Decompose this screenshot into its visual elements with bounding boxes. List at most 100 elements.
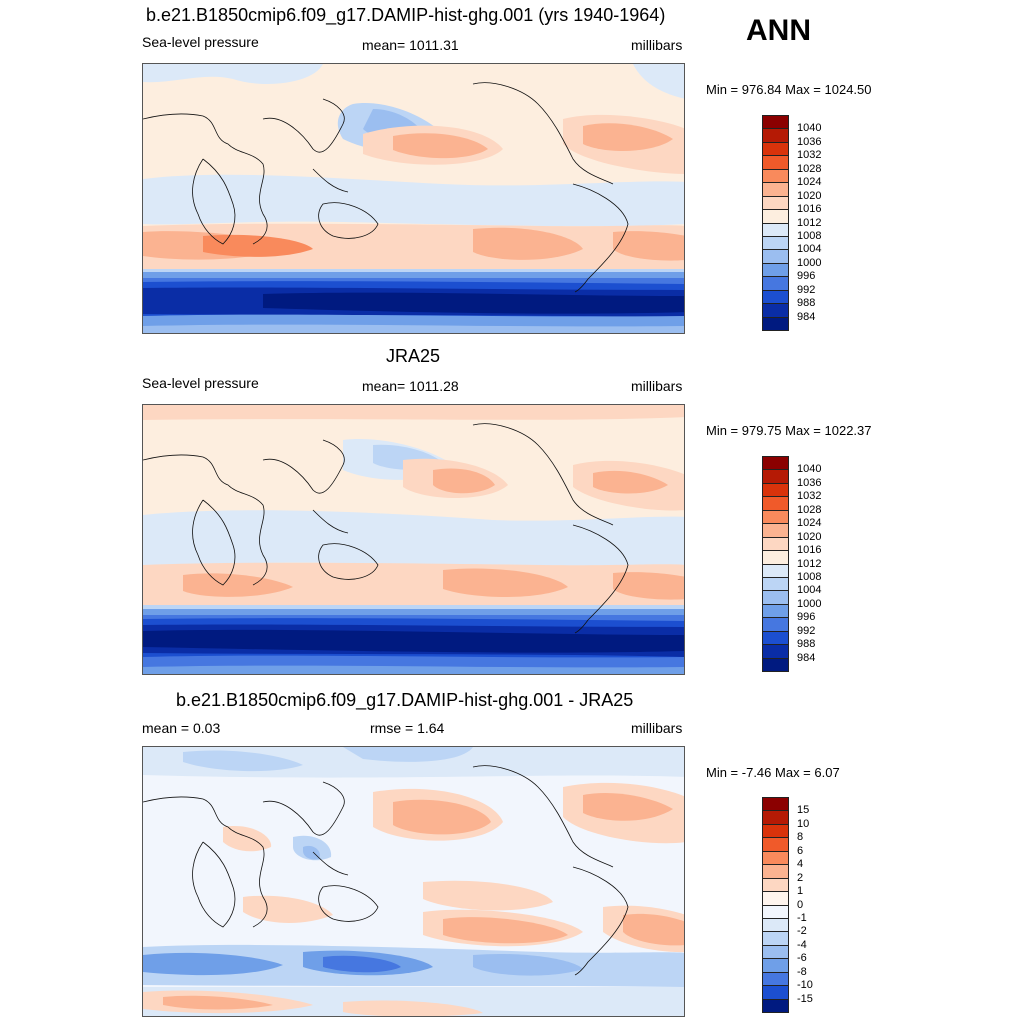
colorbar-level-label: -6: [797, 952, 807, 965]
colorbar-segment: [762, 469, 789, 484]
colorbar-level-label: 1028: [797, 162, 822, 175]
colorbar-level-label: 984: [797, 310, 816, 323]
panel-obs-mean: mean= 1011.28: [362, 378, 459, 394]
colorbar-level-label: 8: [797, 831, 804, 844]
colorbar-level-label: 1040: [797, 463, 822, 476]
colorbar-segment: [762, 235, 789, 251]
colorbar-segment: [762, 904, 789, 919]
colorbar-level-label: 1020: [797, 530, 822, 543]
colorbar-level-label: 1032: [797, 149, 822, 162]
colorbar-level-label: 1012: [797, 557, 822, 570]
colorbar-segment: [762, 810, 789, 825]
colorbar-segment: [762, 115, 789, 130]
colorbar-segment: [762, 864, 789, 879]
panel-diff-map: [142, 746, 685, 1017]
panel-diff-minmax: Min = -7.46 Max = 6.07: [706, 765, 840, 780]
colorbar-segment: [762, 141, 789, 157]
colorbar-level-label: 1: [797, 885, 804, 898]
colorbar-level-label: 1008: [797, 229, 822, 242]
colorbar-level-label: -4: [797, 938, 807, 951]
colorbar-level-label: 1008: [797, 570, 822, 583]
colorbar-segment: [762, 316, 789, 331]
colorbar-segment: [762, 222, 789, 237]
panel-diff-title: b.e21.B1850cmip6.f09_g17.DAMIP-hist-ghg.…: [176, 690, 634, 710]
colorbar-level-label: -1: [797, 911, 807, 924]
colorbar-level-label: 1012: [797, 216, 822, 229]
colorbar-level-label: 0: [797, 898, 804, 911]
panel-model-map: [142, 63, 685, 334]
colorbar-level-label: 1024: [797, 176, 822, 189]
panel-diff-units: millibars: [631, 720, 683, 736]
colorbar-level-label: 996: [797, 611, 816, 624]
colorbar-segment: [762, 128, 789, 143]
panel-model-colorbar: 1040 1036 1032 1028 1024 1020 1016 1012 1008 1004…: [762, 115, 821, 331]
colorbar-level-label: 992: [797, 624, 816, 637]
colorbar-level-label: 988: [797, 638, 816, 651]
panel-model-mean: mean= 1011.31: [362, 37, 459, 53]
colorbar-level-label: 996: [797, 270, 816, 283]
colorbar-level-label: 15: [797, 804, 810, 817]
colorbar-segment: [762, 958, 789, 973]
colorbar-level-label: 1004: [797, 243, 822, 256]
colorbar-level-label: 6: [797, 844, 804, 857]
colorbar-segment: [762, 944, 789, 960]
colorbar-segment: [762, 536, 789, 552]
colorbar-level-label: 1036: [797, 476, 822, 489]
colorbar-segment: [762, 496, 789, 511]
colorbar-segment: [762, 576, 789, 592]
colorbar-segment: [762, 657, 789, 672]
colorbar-level-label: 4: [797, 858, 804, 871]
colorbar-segment: [762, 797, 789, 812]
colorbar-level-label: -8: [797, 965, 807, 978]
colorbar-segment: [762, 209, 789, 224]
colorbar-segment: [762, 276, 789, 291]
colorbar-segment: [762, 617, 789, 632]
colorbar-segment: [762, 249, 789, 264]
colorbar-level-label: 1016: [797, 203, 822, 216]
colorbar-level-label: -2: [797, 925, 807, 938]
colorbar-segment: [762, 155, 789, 170]
colorbar-level-label: 1028: [797, 503, 822, 516]
colorbar-segment: [762, 891, 789, 906]
colorbar-level-label: 984: [797, 651, 816, 664]
colorbar-level-label: 992: [797, 283, 816, 296]
panel-obs-variable: Sea-level pressure: [142, 375, 259, 391]
panel-obs-colorbar: 1040 1036 1032 1028 1024 1020 1016 1012 1008 1004…: [762, 456, 821, 672]
panel-obs-units: millibars: [631, 378, 683, 394]
colorbar-segment: [762, 630, 789, 646]
colorbar-segment: [762, 262, 789, 278]
colorbar-segment: [762, 998, 789, 1013]
colorbar-level-label: 988: [797, 297, 816, 310]
panel-obs-map: [142, 404, 685, 675]
colorbar-segment: [762, 456, 789, 471]
colorbar-segment: [762, 823, 789, 839]
panel-diff-mean: mean = 0.03: [142, 720, 221, 736]
panel-diff-colorbar: 15 10 8 6 4 2 1 0 -1 -2 -4 -6 -8 -10 -15: [762, 797, 813, 1013]
colorbar-segment: [762, 590, 789, 605]
colorbar-level-label: 1004: [797, 584, 822, 597]
colorbar-segment: [762, 168, 789, 184]
colorbar-level-label: -10: [797, 979, 813, 992]
colorbar-segment: [762, 917, 789, 933]
panel-model-variable: Sea-level pressure: [142, 34, 259, 50]
colorbar-segment: [762, 182, 789, 197]
colorbar-segment: [762, 931, 789, 946]
panel-model-title: b.e21.B1850cmip6.f09_g17.DAMIP-hist-ghg.…: [146, 5, 666, 25]
season-label: ANN: [746, 14, 811, 47]
colorbar-segment: [762, 289, 789, 305]
colorbar-level-label: 2: [797, 871, 804, 884]
colorbar-segment: [762, 482, 789, 498]
panel-model-minmax: Min = 976.84 Max = 1024.50: [706, 82, 872, 97]
colorbar-segment: [762, 523, 789, 538]
colorbar-segment: [762, 563, 789, 578]
colorbar-segment: [762, 971, 789, 987]
colorbar-segment: [762, 985, 789, 1000]
colorbar-level-label: 1016: [797, 544, 822, 557]
colorbar-level-label: 1000: [797, 597, 822, 610]
colorbar-level-label: 1032: [797, 490, 822, 503]
colorbar-segment: [762, 195, 789, 211]
colorbar-level-label: 1036: [797, 135, 822, 148]
colorbar-level-label: 1024: [797, 517, 822, 530]
colorbar-level-label: 1020: [797, 189, 822, 202]
colorbar-segment: [762, 877, 789, 893]
